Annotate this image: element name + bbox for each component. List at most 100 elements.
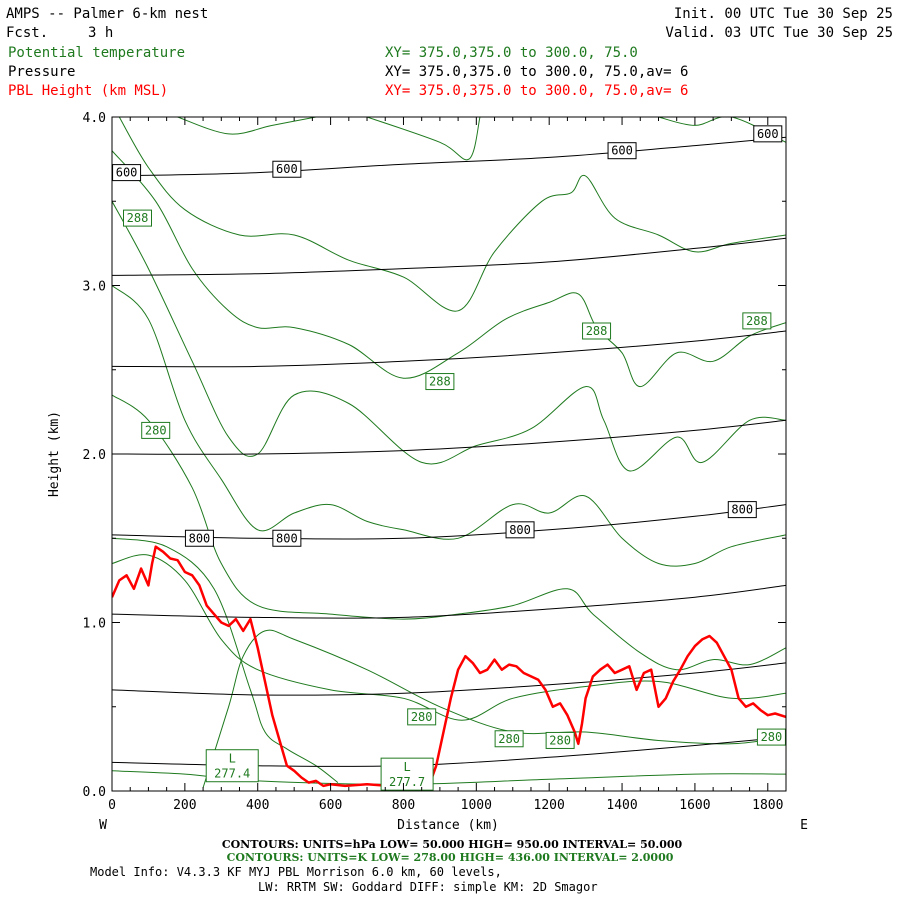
contour-label-box (505, 521, 535, 539)
pressure-contour-info: CONTOURS: UNITS=hPa LOW= 50.000 HIGH= 95… (222, 838, 683, 851)
contour-label-box (742, 312, 772, 330)
x-tick-label: 1400 (606, 798, 637, 813)
contour-label-box (494, 730, 524, 748)
contour-label-1: 600 (272, 160, 302, 178)
y-tick-label: 2.0 (83, 448, 106, 463)
contour-label-5: 800 (272, 529, 302, 547)
contour-label-box (123, 209, 153, 227)
isobar-600 (112, 136, 786, 177)
figure-title: AMPS -- Palmer 6-km nest (6, 6, 208, 22)
contour-label-9: 288 (425, 373, 455, 391)
contour-label-box (112, 164, 142, 182)
theta-contour-4 (112, 394, 786, 671)
contour-label-text: 600 (276, 162, 298, 176)
contour-label-2: 600 (607, 142, 637, 160)
theta-contour-6 (112, 201, 786, 472)
contour-label-8: 288 (123, 209, 153, 227)
low-marker-box (380, 757, 434, 791)
field-xy-pressure: XY= 375.0,375.0 to 300.0, 75.0,av= 6 (385, 64, 688, 80)
contour-label-text: 280 (498, 732, 520, 746)
contour-labels: 600 600 600 600 800 800 800 800 288 288 288 288 280 2… (112, 125, 786, 791)
contour-label-4: 800 (184, 529, 214, 547)
field-xy-theta: XY= 375.0,375.0 to 300.0, 75.0 (385, 45, 638, 61)
contour-label-box (184, 529, 214, 547)
contour-label-box (545, 731, 575, 749)
y-tick-label: 4.0 (83, 111, 106, 126)
header: AMPS -- Palmer 6-km nest Fcst. 3 h Init.… (6, 6, 893, 99)
contour-label-text: 800 (276, 531, 298, 545)
x-tick-label: 1200 (534, 798, 565, 813)
contour-label-text: 280 (761, 730, 783, 744)
forecast-hour: 3 h (88, 25, 113, 41)
physics-info: LW: RRTM SW: Goddard DIFF: simple KM: 2D… (258, 880, 598, 894)
field-name-theta: Potential temperature (8, 45, 185, 61)
low-marker-box (205, 749, 259, 783)
contour-label-12: 280 (141, 421, 171, 439)
contour-label-text: 800 (731, 503, 753, 517)
y-tick-label: 1.0 (83, 617, 106, 632)
init-time: Init. 00 UTC Tue 30 Sep 25 (674, 6, 893, 22)
contour-label-text: 280 (145, 423, 167, 437)
contour-label-7: 800 (727, 501, 757, 519)
pbl-height-line (112, 545, 786, 788)
contour-label-box (425, 373, 455, 391)
low-marker-value: 277.7 (389, 775, 425, 789)
forecast-label: Fcst. (6, 25, 48, 41)
isobar-800 (112, 504, 786, 540)
contour-label-15: 280 (545, 731, 575, 749)
contour-label-text: 600 (757, 127, 779, 141)
theta-contour-2 (112, 537, 339, 783)
x-tick-label: 0 (108, 798, 116, 813)
theta-contour-3 (112, 554, 786, 721)
isobar-900 (112, 662, 786, 696)
contour-label-text: 800 (509, 523, 531, 537)
contour-label-16: 280 (756, 728, 786, 746)
contour-label-box (272, 529, 302, 547)
theta-contour-10 (366, 117, 481, 161)
contour-label-text: 288 (429, 375, 451, 389)
field-xy-pbl: XY= 375.0,375.0 to 300.0, 75.0,av= 6 (385, 83, 688, 99)
contour-label-10: 288 (582, 322, 612, 340)
contour-label-13: 280 (407, 708, 437, 726)
y-axis-title: Height (km) (47, 411, 62, 497)
x-tick-label: 200 (173, 798, 196, 813)
isobar-650 (112, 237, 786, 276)
theta-contour-8 (118, 117, 786, 312)
pbl-height-series (112, 545, 786, 788)
contour-label-text: 280 (411, 710, 433, 724)
x-tick-label: 1800 (752, 798, 783, 813)
contour-label-14: 280 (494, 730, 524, 748)
low-marker-letter: L (229, 752, 236, 766)
y-tick-label: 3.0 (83, 280, 106, 295)
isobar-750 (112, 419, 786, 455)
theta-contour-info: CONTOURS: UNITS=K LOW= 278.00 HIGH= 436.… (227, 851, 674, 864)
footer: CONTOURS: UNITS=hPa LOW= 50.000 HIGH= 95… (90, 838, 683, 894)
pressure-isobars (112, 136, 786, 767)
field-name-pressure: Pressure (8, 64, 75, 80)
isobar-700 (112, 330, 786, 368)
contour-label-3: 600 (753, 125, 783, 143)
contour-label-box (756, 728, 786, 746)
theta-contours (112, 117, 786, 788)
contour-label-box (753, 125, 783, 143)
x-tick-label: 800 (392, 798, 415, 813)
x-tick-label: 1000 (461, 798, 492, 813)
contour-label-box (407, 708, 437, 726)
plot-area: 600 600 600 600 800 800 800 800 288 288 288 288 280 2… (83, 111, 787, 813)
theta-contour-1 (202, 629, 786, 788)
contour-label-text: 600 (116, 166, 138, 180)
isobar-850 (112, 584, 786, 619)
low-marker-letter: L (403, 760, 410, 774)
low-marker-value: 277.4 (214, 767, 250, 781)
axes: 0 200 400 600 800 1000 1200 1400 1600 1800 0.0 1.0 2… (83, 111, 786, 813)
x-tick-label: 600 (319, 798, 342, 813)
contour-label-text: 280 (549, 733, 571, 747)
contour-label-box (272, 160, 302, 178)
east-label: E (800, 818, 808, 833)
model-info: Model Info: V4.3.3 KF MYJ PBL Morrison 6… (90, 865, 502, 879)
x-tick-label: 1600 (679, 798, 710, 813)
contour-label-box (141, 421, 171, 439)
